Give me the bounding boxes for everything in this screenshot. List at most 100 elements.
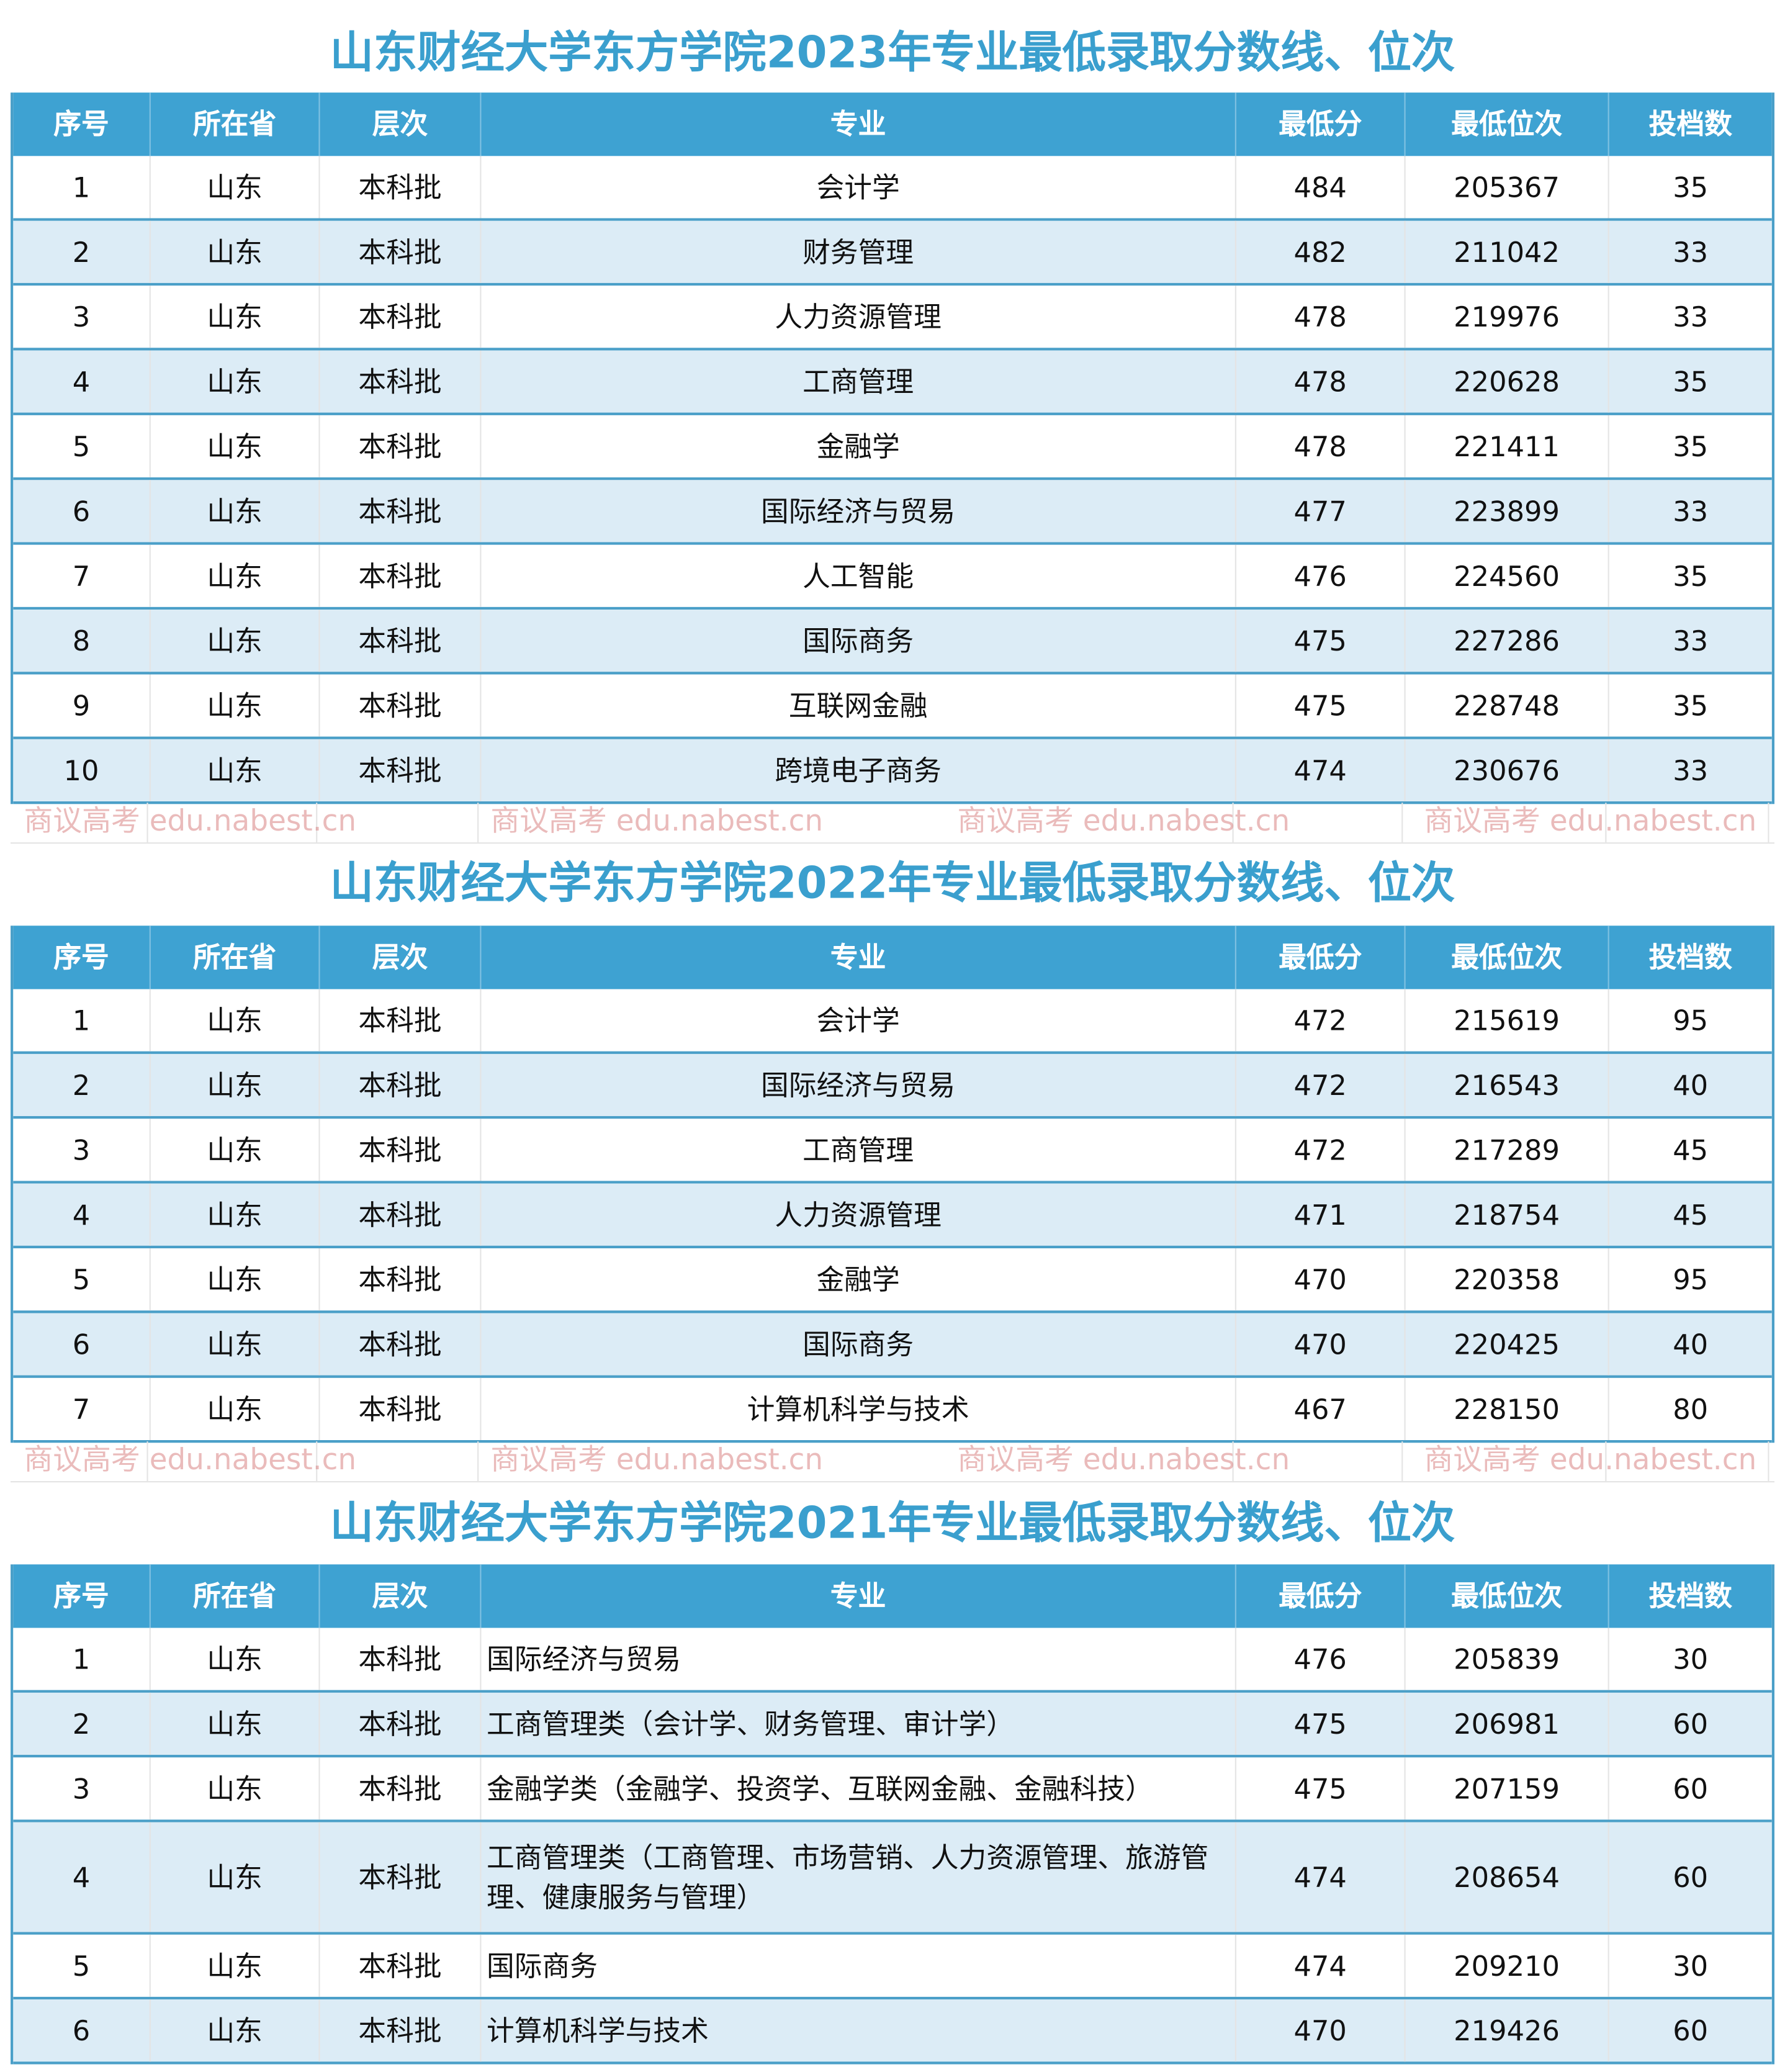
cell-major: 工商管理类（工商管理、市场营销、人力资源管理、旅游管理、健康服务与管理） [481, 1822, 1236, 1932]
cell-min-rank: 219426 [1406, 1999, 1609, 2062]
cell-province: 山东 [151, 1313, 320, 1376]
cell-min-rank: 206981 [1406, 1692, 1609, 1755]
header-min-score: 最低分 [1236, 1564, 1406, 1628]
cell-min-score: 472 [1236, 1053, 1406, 1117]
header-min-score: 最低分 [1236, 926, 1406, 989]
cell-major: 国际商务 [481, 1313, 1236, 1376]
cell-admitted-count: 60 [1673, 1708, 1709, 1740]
cell-province: 山东 [151, 350, 320, 413]
cell-major: 金融学类（金融学、投资学、互联网金融、金融科技） [481, 1757, 1236, 1820]
cell-major: 金融学 [481, 415, 1236, 478]
cell-province: 山东 [151, 674, 320, 737]
header-index: 序号 [13, 1564, 151, 1628]
cell-batch: 本科批 [320, 286, 482, 348]
cell-min-rank: 208654 [1406, 1822, 1609, 1932]
table-row: 7 山东 本科批 人工智能 476 224560 35 [13, 544, 1772, 610]
cell-batch: 本科批 [320, 480, 482, 543]
cell-min-rank: 227286 [1406, 610, 1609, 672]
table-row: 6 山东 本科批 国际经济与贸易 477 223899 33 [13, 480, 1772, 545]
cell-major: 跨境电子商务 [481, 739, 1236, 802]
cell-province: 山东 [151, 610, 320, 672]
cell-admitted-count: 35 [1673, 171, 1709, 204]
cell-batch: 本科批 [320, 1692, 482, 1755]
spacer-row [11, 1441, 1774, 1483]
cell-province: 山东 [151, 739, 320, 802]
cell-batch: 本科批 [320, 156, 482, 218]
cell-min-rank: 220358 [1406, 1248, 1609, 1311]
cell-index: 4 [13, 1822, 151, 1932]
cell-batch: 本科批 [320, 350, 482, 413]
cell-index: 6 [13, 480, 151, 543]
cell-province: 山东 [151, 544, 320, 607]
cell-admitted-count: 95 [1673, 1004, 1709, 1037]
table-row: 4 山东 本科批 工商管理类（工商管理、市场营销、人力资源管理、旅游管理、健康服务与管… [13, 1822, 1772, 1935]
cell-admitted-count: 33 [1673, 495, 1709, 527]
cell-min-score: 470 [1236, 1248, 1406, 1311]
cell-major: 国际商务 [481, 1934, 1236, 1997]
table-row: 9 山东 本科批 互联网金融 475 228748 35 [13, 674, 1772, 739]
cell-province: 山东 [151, 220, 320, 283]
header-min-rank: 最低位次 [1406, 1564, 1609, 1628]
header-min-rank: 最低位次 [1406, 92, 1609, 156]
cell-index: 1 [13, 1628, 151, 1690]
cell-admitted-count: 45 [1673, 1133, 1709, 1166]
table-row: 3 山东 本科批 工商管理 472 217289 45 [13, 1119, 1772, 1184]
cell-admitted-count: 35 [1673, 430, 1709, 462]
header-batch: 层次 [320, 92, 482, 156]
table-row: 3 山东 本科批 金融学类（金融学、投资学、互联网金融、金融科技） 475 207159 6… [13, 1757, 1772, 1822]
cell-min-score: 484 [1236, 156, 1406, 218]
cell-admitted-count: 60 [1673, 1861, 1709, 1893]
cell-admitted-count: 33 [1673, 236, 1709, 268]
cell-min-rank: 230676 [1406, 739, 1609, 802]
cell-province: 山东 [151, 1692, 320, 1755]
cell-index: 2 [13, 220, 151, 283]
header-admitted-count: 投档数 [1648, 941, 1732, 973]
cell-batch: 本科批 [320, 544, 482, 607]
cell-min-rank: 228150 [1406, 1377, 1609, 1441]
cell-min-score: 470 [1236, 1999, 1406, 2062]
cell-min-rank: 219976 [1406, 286, 1609, 348]
header-index: 序号 [13, 926, 151, 989]
cell-admitted-count: 35 [1673, 690, 1709, 722]
cell-min-rank: 218754 [1406, 1183, 1609, 1246]
cell-batch: 本科批 [320, 1119, 482, 1181]
cell-major: 计算机科学与技术 [481, 1999, 1236, 2062]
cell-major: 人力资源管理 [481, 286, 1236, 348]
cell-province: 山东 [151, 480, 320, 543]
table-header: 序号 所在省 层次 专业 最低分 最低位次 投档数 [13, 926, 1772, 989]
table-row: 8 山东 本科批 国际商务 475 227286 33 [13, 610, 1772, 675]
cell-major: 互联网金融 [481, 674, 1236, 737]
cell-major: 人工智能 [481, 544, 1236, 607]
cell-min-score: 472 [1236, 1119, 1406, 1181]
cell-min-score: 474 [1236, 1934, 1406, 1997]
cell-batch: 本科批 [320, 1999, 482, 2062]
cell-min-rank: 205839 [1406, 1628, 1609, 1690]
header-province: 所在省 [151, 1564, 320, 1628]
cell-index: 7 [13, 1377, 151, 1441]
cell-province: 山东 [151, 1757, 320, 1820]
header-admitted-count: 投档数 [1648, 108, 1732, 140]
cell-min-rank: 223899 [1406, 480, 1609, 543]
cell-major: 国际经济与贸易 [481, 480, 1236, 543]
table-row: 5 山东 本科批 金融学 470 220358 95 [13, 1248, 1772, 1313]
table-row: 5 山东 本科批 国际商务 474 209210 30 [13, 1934, 1772, 2000]
header-major: 专业 [481, 1564, 1236, 1628]
cell-index: 9 [13, 674, 151, 737]
table-row: 4 山东 本科批 人力资源管理 471 218754 45 [13, 1183, 1772, 1249]
cell-min-score: 472 [1236, 989, 1406, 1052]
cell-index: 4 [13, 1183, 151, 1246]
cell-province: 山东 [151, 1053, 320, 1117]
header-province: 所在省 [151, 92, 320, 156]
cell-min-score: 475 [1236, 674, 1406, 737]
header-admitted-count: 投档数 [1648, 1580, 1732, 1612]
table-row: 5 山东 本科批 金融学 478 221411 35 [13, 415, 1772, 480]
cell-index: 5 [13, 1934, 151, 1997]
cell-major: 国际经济与贸易 [481, 1628, 1236, 1690]
cell-major: 工商管理 [481, 1119, 1236, 1181]
cell-admitted-count: 95 [1673, 1263, 1709, 1295]
cell-admitted-count: 40 [1673, 1328, 1709, 1361]
cell-min-rank: 216543 [1406, 1053, 1609, 1117]
cell-min-score: 478 [1236, 350, 1406, 413]
cell-index: 8 [13, 610, 151, 672]
cell-batch: 本科批 [320, 1822, 482, 1932]
